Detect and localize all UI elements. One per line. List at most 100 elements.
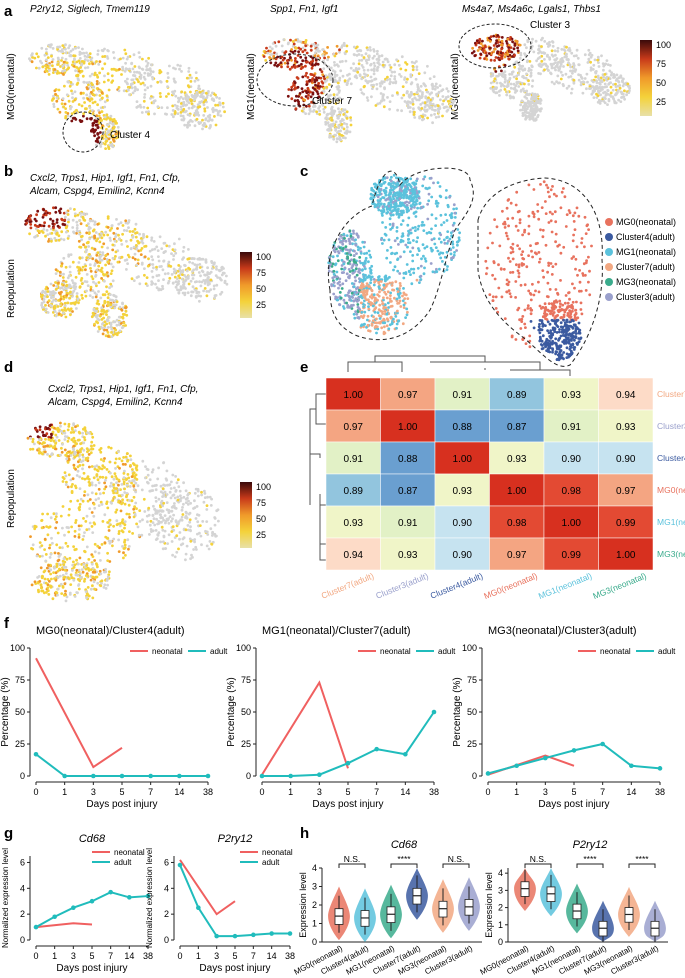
umap-point (122, 229, 126, 232)
umap-point (33, 217, 37, 221)
umap-point (329, 112, 332, 115)
umap-point (390, 188, 394, 192)
umap-point (427, 98, 430, 102)
umap-point (46, 290, 50, 293)
umap-point (359, 315, 363, 318)
umap-point (395, 229, 399, 233)
umap-point (276, 63, 280, 67)
umap-point (100, 91, 104, 95)
umap-point (319, 85, 322, 88)
umap-point (393, 239, 397, 243)
umap-point (217, 110, 220, 114)
umap-point (352, 285, 356, 289)
umap-point (173, 103, 177, 107)
umap-point (61, 223, 65, 226)
umap-point (62, 256, 66, 260)
umap-point (283, 61, 287, 65)
umap-point (578, 269, 581, 272)
umap-point (524, 116, 528, 120)
umap-point (579, 81, 583, 84)
umap-point (499, 267, 503, 271)
umap-point (213, 296, 217, 300)
umap-point (348, 77, 352, 81)
panel-a-ylabel-3: MG3(neonatal) (450, 53, 461, 120)
umap-point (162, 259, 166, 263)
umap-point (440, 223, 443, 227)
umap-point (306, 96, 310, 100)
umap-point (488, 46, 492, 50)
umap-point (431, 102, 435, 106)
umap-point (419, 103, 423, 106)
umap-point (409, 75, 413, 79)
umap-point (369, 276, 372, 279)
umap-point (336, 116, 340, 120)
umap-point (288, 67, 292, 71)
umap-point (420, 257, 423, 261)
umap-point (159, 80, 162, 83)
umap-point (412, 107, 415, 111)
umap-point (51, 64, 54, 68)
umap-point (527, 67, 531, 70)
umap-point (485, 272, 488, 276)
umap-point (187, 70, 191, 73)
umap-point (296, 54, 300, 57)
umap-point (439, 213, 443, 217)
umap-point (551, 54, 555, 58)
umap-point (204, 261, 208, 264)
umap-point (74, 275, 78, 279)
umap-point (51, 97, 55, 101)
umap-point (90, 275, 94, 278)
umap-point (393, 265, 397, 269)
umap-point (79, 245, 83, 249)
umap-point (149, 70, 153, 73)
umap-point (499, 81, 502, 85)
umap-point (579, 301, 583, 305)
umap-point (317, 81, 320, 85)
umap-point (551, 40, 555, 44)
umap-point (433, 112, 436, 116)
umap-point (111, 248, 115, 252)
umap-point (609, 73, 613, 77)
umap-point (508, 76, 512, 80)
umap-point (274, 44, 278, 48)
umap-point (527, 224, 531, 228)
umap-point (512, 47, 516, 51)
umap-point (126, 245, 129, 248)
umap-point (106, 260, 110, 264)
umap-point (591, 85, 595, 89)
umap-point (205, 294, 209, 298)
umap-point (52, 102, 56, 106)
umap-point (446, 205, 450, 209)
umap-point (70, 112, 74, 115)
umap-point (198, 100, 202, 104)
umap-point (52, 291, 55, 295)
umap-point (193, 263, 197, 266)
umap-point (60, 56, 64, 60)
umap-point (365, 58, 369, 62)
umap-point (47, 299, 51, 302)
umap-point (333, 75, 337, 79)
umap-point (481, 39, 484, 43)
umap-point (380, 212, 384, 215)
umap-point (179, 95, 183, 99)
umap-point (413, 116, 417, 119)
umap-point (338, 60, 342, 64)
umap-point (308, 107, 312, 111)
umap-point (418, 115, 421, 119)
umap-point (300, 87, 304, 90)
umap-point (77, 78, 80, 82)
umap-point (198, 280, 201, 284)
umap-point (423, 71, 427, 75)
umap-point (602, 75, 605, 79)
umap-point (492, 260, 496, 263)
umap-point (411, 68, 415, 72)
umap-point (585, 259, 588, 263)
umap-point (349, 66, 353, 70)
umap-point (107, 335, 110, 338)
umap-point (48, 211, 52, 215)
umap-point (302, 107, 306, 111)
umap-point (518, 221, 522, 225)
umap-point (57, 88, 61, 92)
umap-point (318, 68, 322, 71)
umap-point (177, 274, 181, 278)
